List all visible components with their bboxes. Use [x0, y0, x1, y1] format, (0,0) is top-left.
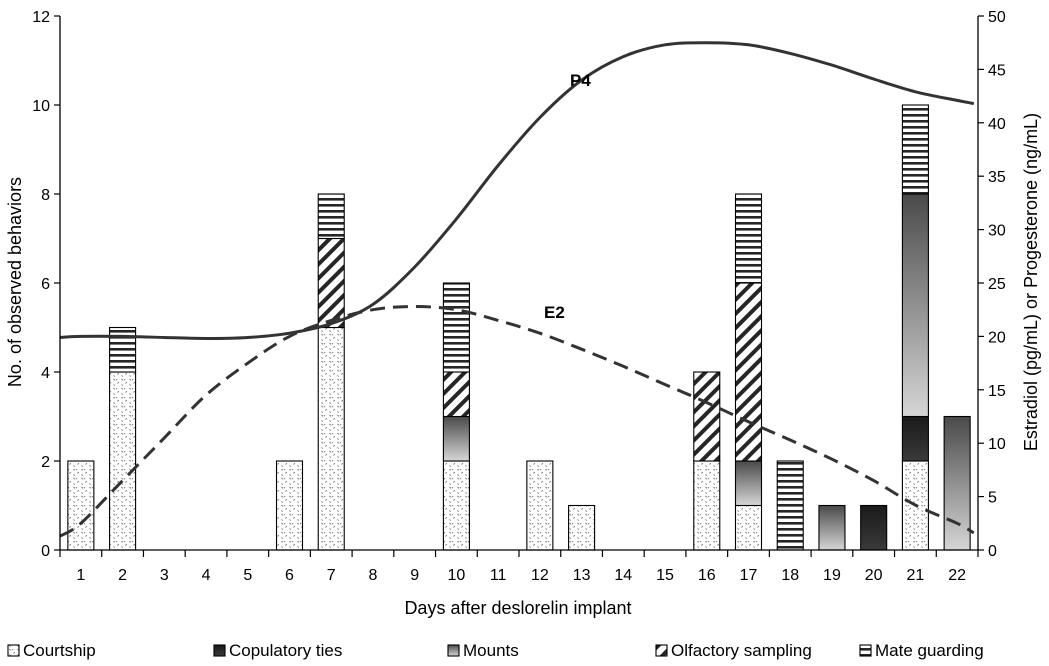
y-tick-label-right: 30 — [988, 223, 1006, 240]
bar-guarding-day-21 — [901, 104, 929, 195]
x-tick-label: 21 — [907, 567, 925, 584]
legend-swatch-courtship — [7, 644, 20, 657]
legend-label-courtship: Courtship — [23, 641, 96, 660]
lines — [59, 41, 975, 538]
y-tick-label-right: 0 — [988, 543, 997, 560]
y-tick-label-right: 20 — [988, 329, 1006, 346]
x-tick-label: 4 — [202, 567, 211, 584]
bar-guarding-day-10 — [442, 282, 470, 373]
y-tick-label-right: 10 — [988, 436, 1006, 453]
y-tick-label-right: 35 — [988, 169, 1006, 186]
line-p4 — [59, 41, 975, 341]
bar-olfactory-day-16 — [693, 371, 721, 462]
bar-courtship-day-13 — [568, 504, 596, 551]
legend-label-guarding: Mate guarding — [875, 641, 984, 660]
x-tick-label: 1 — [76, 567, 85, 584]
x-tick-label: 2 — [118, 567, 127, 584]
x-tick-label: 12 — [531, 567, 549, 584]
y-tick-label-right: 15 — [988, 383, 1006, 400]
y-tick-label-left: 8 — [41, 187, 50, 204]
y-tick-label-right: 25 — [988, 276, 1006, 293]
bar-courtship-day-7 — [317, 326, 345, 551]
bar-courtship-day-6 — [275, 460, 304, 551]
bar-courtship-day-1 — [67, 460, 95, 551]
x-tick-label: 9 — [410, 567, 419, 584]
bar-mounts-day-21 — [901, 193, 929, 418]
bar-courtship-day-2 — [109, 371, 137, 551]
x-tick-label: 10 — [448, 567, 466, 584]
line-e2 — [59, 304, 975, 538]
legend-label-copulatory: Copulatory ties — [229, 641, 342, 660]
legend-label-mounts: Mounts — [463, 641, 519, 660]
y-tick-label-right: 45 — [988, 62, 1006, 79]
y-tick-label-left: 0 — [41, 543, 50, 560]
x-tick-label: 11 — [490, 567, 507, 584]
bar-olfactory-day-7 — [317, 237, 345, 329]
y-tick-label-left: 4 — [41, 365, 50, 382]
x-tick-label: 20 — [865, 567, 883, 584]
legend-swatch-mounts — [447, 644, 460, 657]
bar-courtship-day-12 — [526, 460, 554, 551]
y-tick-label-left: 6 — [41, 276, 50, 293]
y-tick-label-left: 10 — [32, 98, 50, 115]
bar-mounts-day-22 — [943, 415, 971, 551]
y-axis-title-left: No. of observed behaviors — [5, 177, 25, 387]
bar-mounts-day-19 — [818, 504, 846, 551]
x-tick-label: 22 — [948, 567, 966, 584]
bar-mounts-day-10 — [442, 415, 470, 462]
legend-swatch-olfactory — [655, 644, 668, 657]
legend-label-olfactory: Olfactory sampling — [671, 641, 812, 660]
bar-courtship-day-10 — [442, 460, 470, 551]
y-tick-label-right: 40 — [988, 116, 1006, 133]
legend: Courtship Copulatory ties Mounts Olfactory … — [7, 641, 984, 660]
x-tick-label: 13 — [573, 567, 591, 584]
y-tick-label-left: 12 — [32, 9, 50, 26]
bar-courtship-day-16 — [693, 460, 721, 551]
x-tick-label: 3 — [160, 567, 169, 584]
bar-guarding-day-18 — [776, 460, 804, 551]
x-tick-label: 16 — [698, 567, 716, 584]
x-tick-label: 5 — [243, 567, 252, 584]
x-tick-label: 8 — [369, 567, 378, 584]
bar-olfactory-day-17 — [734, 282, 763, 462]
curve-label-p4: P4 — [570, 71, 591, 90]
x-tick-label: 15 — [656, 567, 674, 584]
y-tick-label-left: 2 — [41, 454, 50, 471]
x-tick-label: 14 — [614, 567, 632, 584]
x-tick-label: 19 — [823, 567, 841, 584]
x-tick-label: 18 — [781, 567, 799, 584]
legend-swatch-guarding — [859, 644, 872, 657]
bar-guarding-day-17 — [734, 193, 763, 284]
y-tick-label-right: 50 — [988, 9, 1006, 26]
x-tick-label: 6 — [285, 567, 294, 584]
bar-olfactory-day-10 — [442, 371, 470, 418]
bars — [67, 104, 971, 551]
curve-label-e2: E2 — [544, 303, 565, 322]
y-axis-title-right: Estradiol (pg/mL) or Progesterone (ng/mL… — [1021, 113, 1041, 451]
bar-copulatory-day-21 — [901, 415, 929, 462]
y-tick-label-right: 5 — [988, 490, 997, 507]
bar-guarding-day-2 — [109, 326, 137, 373]
legend-swatch-copulatory — [213, 644, 226, 657]
bar-copulatory-day-20 — [860, 504, 888, 551]
x-tick-label: 17 — [740, 567, 758, 584]
bar-mounts-day-17 — [734, 460, 763, 507]
bar-courtship-day-17 — [734, 504, 763, 551]
x-axis-title: Days after deslorelin implant — [404, 598, 631, 618]
bar-guarding-day-7 — [317, 193, 345, 240]
x-tick-label: 7 — [327, 567, 336, 584]
